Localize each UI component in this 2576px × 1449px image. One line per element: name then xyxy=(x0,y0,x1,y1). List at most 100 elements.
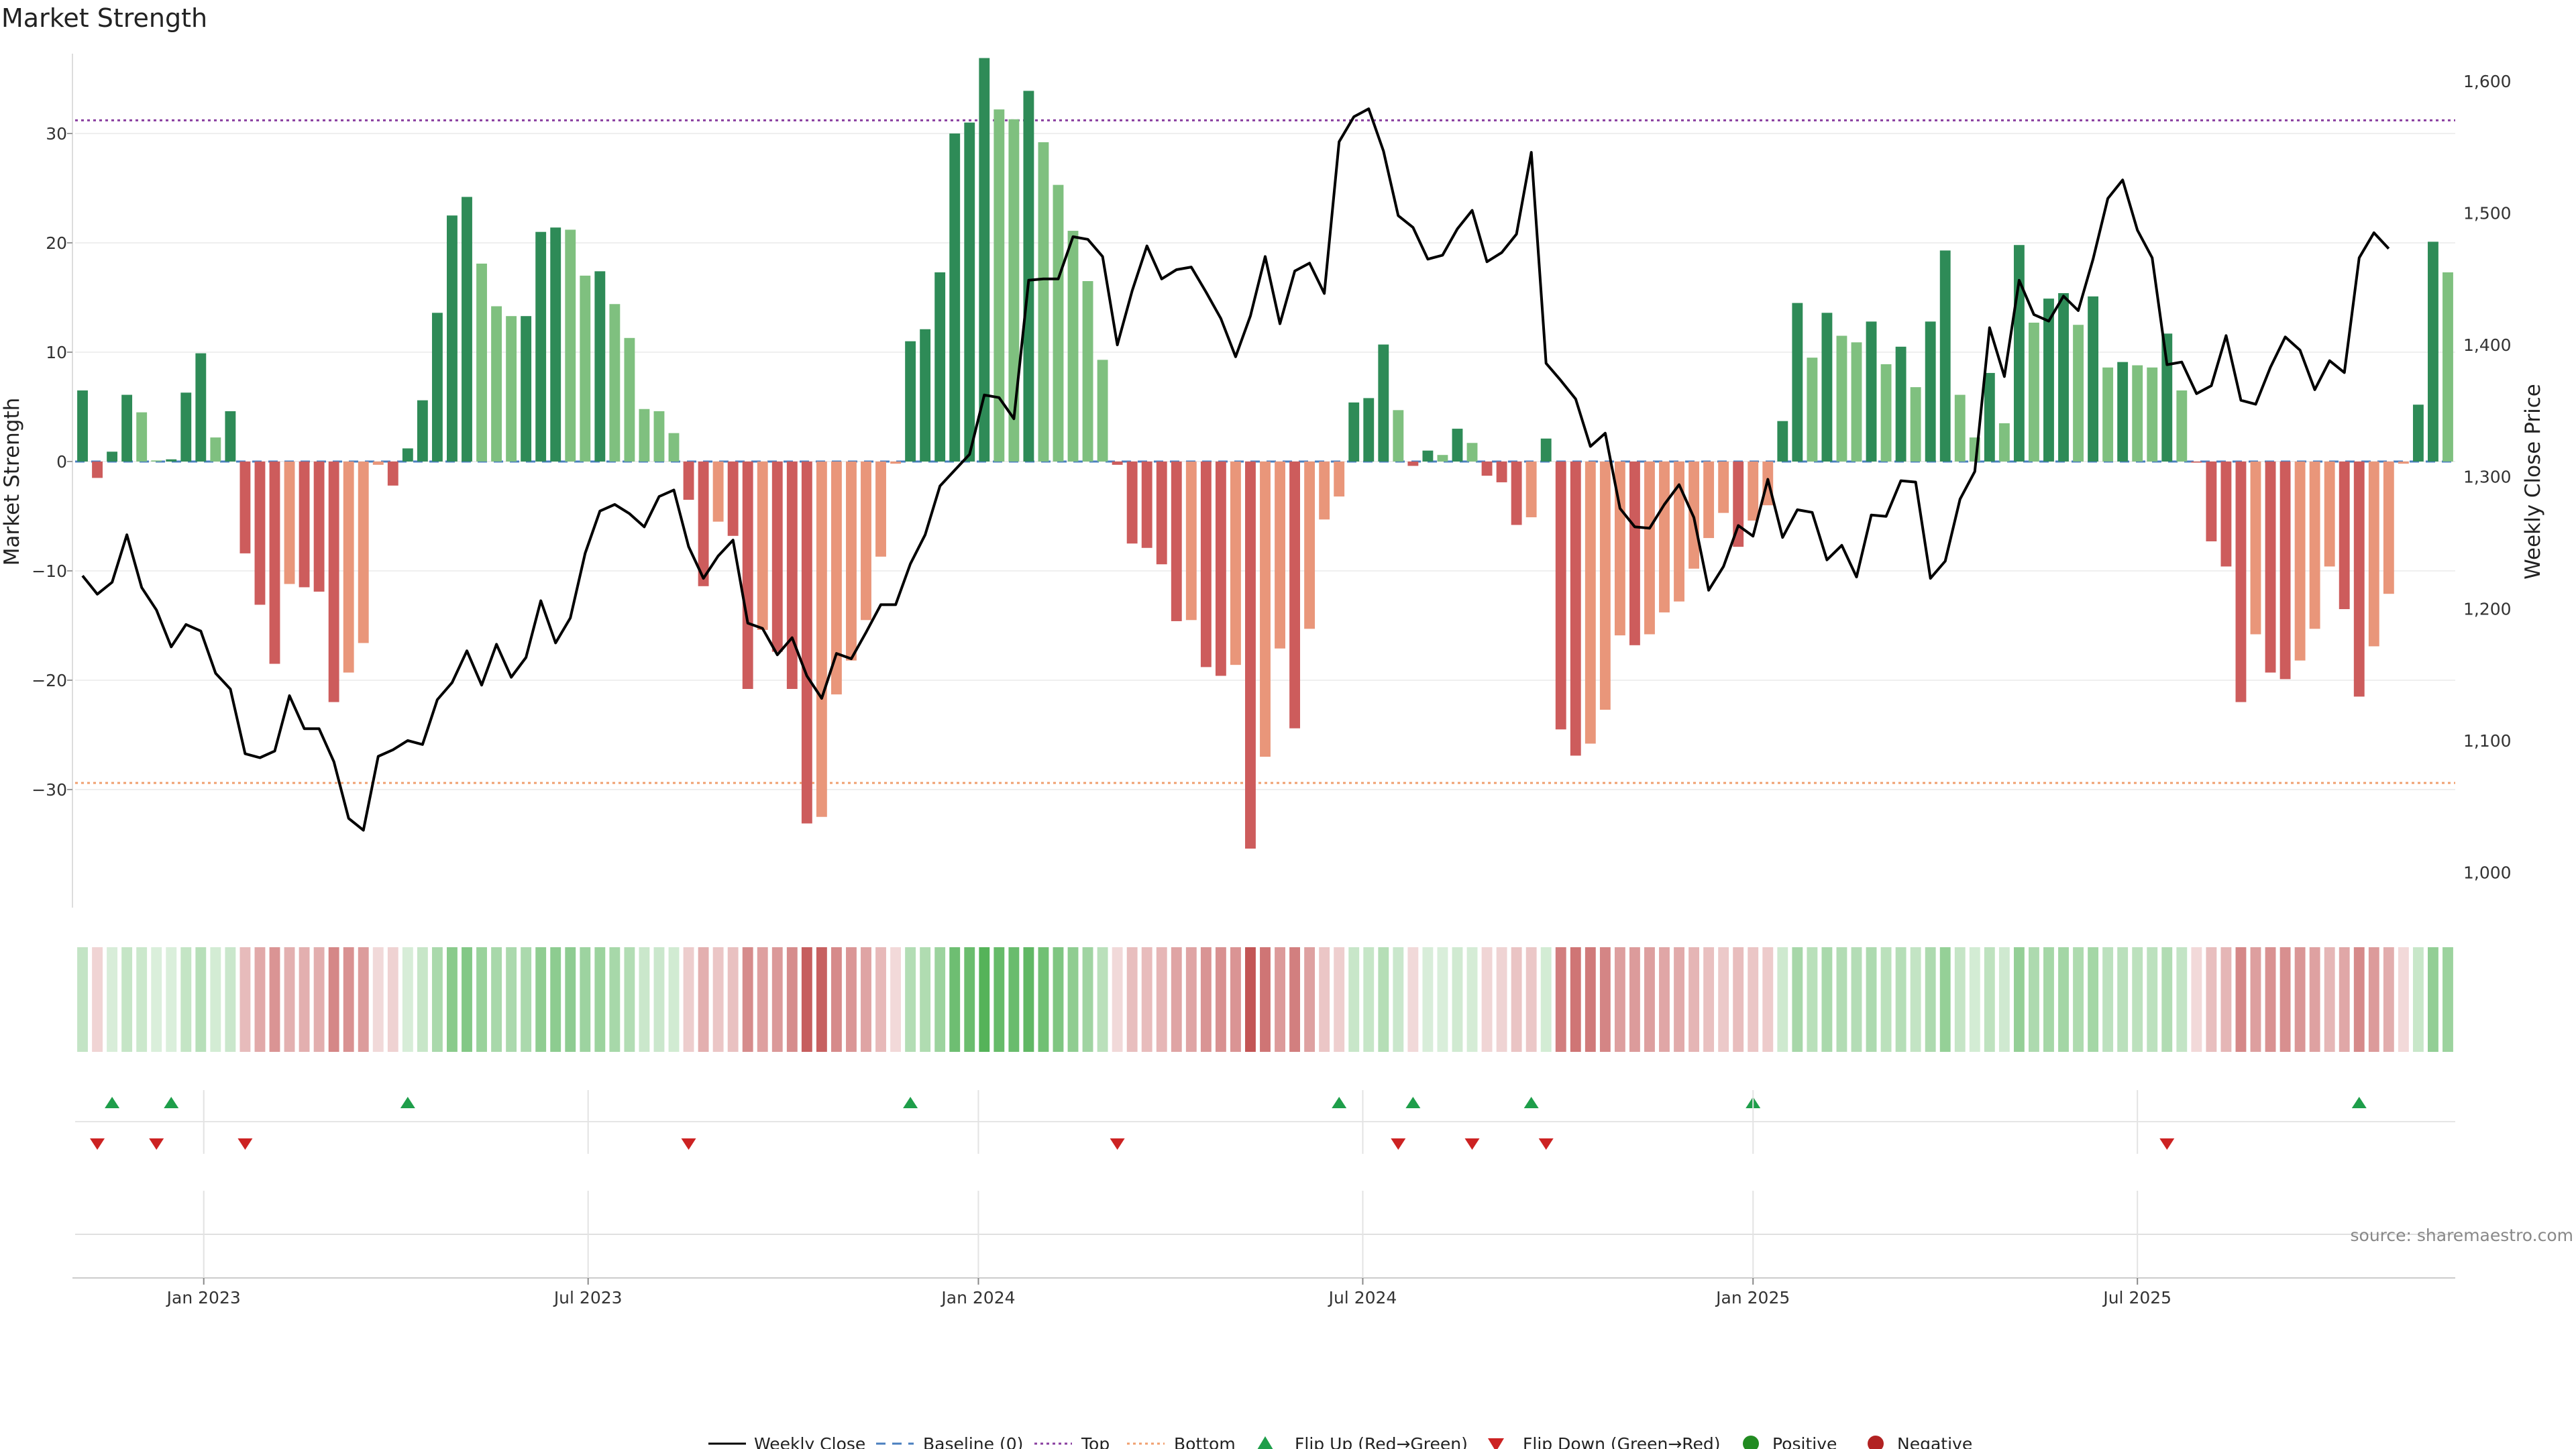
heat-cell xyxy=(506,947,517,1052)
y-left-tick-label: 0 xyxy=(56,452,67,472)
strength-bar xyxy=(2220,461,2232,567)
heat-cell xyxy=(757,947,768,1052)
heat-cell xyxy=(225,947,236,1052)
strength-bar xyxy=(506,316,517,462)
heat-cell xyxy=(1112,947,1123,1052)
flip-up-marker xyxy=(903,1097,918,1108)
strength-bar xyxy=(580,275,591,462)
heat-cell xyxy=(1215,947,1226,1052)
heat-cell xyxy=(151,947,162,1052)
heat-cell xyxy=(1807,947,1818,1052)
strength-bar xyxy=(2191,461,2202,463)
heat-cell xyxy=(2353,947,2365,1052)
strength-bar xyxy=(136,412,148,462)
heat-cell xyxy=(727,947,739,1052)
heat-cell xyxy=(994,947,1005,1052)
heat-cell xyxy=(1511,947,1522,1052)
strength-bar xyxy=(1126,461,1138,544)
strength-bar xyxy=(624,337,635,462)
strength-bar xyxy=(2117,362,2129,462)
strength-bar xyxy=(594,271,606,462)
strength-bar xyxy=(771,461,783,652)
strength-bar xyxy=(121,394,133,462)
strength-bar xyxy=(77,390,88,462)
legend: Weekly Close Baseline (0) Top Bottom Fli… xyxy=(708,1434,1972,1449)
strength-bar xyxy=(195,353,207,462)
strength-bar xyxy=(1496,461,1507,482)
y-left-tick-label: −30 xyxy=(32,780,67,800)
strength-bar xyxy=(1200,461,1212,667)
strength-bar xyxy=(2176,390,2188,462)
strength-bar xyxy=(343,461,354,673)
strength-bar xyxy=(2443,272,2453,462)
heat-cell xyxy=(712,947,724,1052)
strength-bar xyxy=(1378,344,1389,462)
heat-cell xyxy=(1141,947,1152,1052)
heat-cell xyxy=(2220,947,2232,1052)
heat-cell xyxy=(1023,947,1034,1052)
heat-cell xyxy=(1718,947,1729,1052)
heat-cell xyxy=(1614,947,1625,1052)
heat-cell xyxy=(2058,947,2069,1052)
strength-bar xyxy=(1998,423,2010,462)
strength-bar xyxy=(2043,299,2054,462)
heat-cell xyxy=(2191,947,2202,1052)
flip-down-marker xyxy=(1538,1138,1554,1150)
heat-cell xyxy=(1895,947,1907,1052)
heat-cell xyxy=(2294,947,2306,1052)
heat-cell xyxy=(1599,947,1611,1052)
strength-bar xyxy=(2058,292,2069,462)
strength-bar xyxy=(1733,461,1744,547)
strength-bar xyxy=(786,461,798,690)
strength-bar xyxy=(565,229,576,462)
strength-bar xyxy=(1910,387,1921,462)
axis-ticks: 30 20 10 0 −10 −20 −30 1,600 1,500 1,400 1,300 1,20… xyxy=(32,72,2511,883)
legend-positive-icon xyxy=(1743,1436,1759,1449)
strength-bar xyxy=(846,461,857,661)
strength-bar xyxy=(2029,322,2039,462)
heat-cell xyxy=(1954,947,1966,1052)
legend-flip-down: Flip Down (Green→Red) xyxy=(1523,1434,1721,1449)
heat-cell xyxy=(2383,947,2394,1052)
strength-bar xyxy=(1466,443,1478,462)
strength-bar xyxy=(1659,461,1670,612)
heat-cell xyxy=(431,947,443,1052)
heat-cell xyxy=(1998,947,2010,1052)
heat-cell xyxy=(2206,947,2217,1052)
x-tick-label: Jan 2024 xyxy=(940,1288,1015,1307)
strength-bar xyxy=(2412,405,2424,462)
strength-bar xyxy=(1008,119,1020,462)
strength-bar xyxy=(1245,461,1256,849)
strength-bar xyxy=(92,461,103,478)
flip-down-marker xyxy=(237,1138,253,1150)
strength-bar xyxy=(2383,461,2394,594)
heat-cell xyxy=(1452,947,1463,1052)
strength-bar xyxy=(698,461,709,586)
x-tick-label: Jan 2025 xyxy=(1715,1288,1790,1307)
strength-bar xyxy=(1289,461,1301,729)
heat-cell xyxy=(949,947,961,1052)
strength-bar xyxy=(979,58,990,462)
heat-cell xyxy=(1555,947,1566,1052)
heat-cell xyxy=(1910,947,1921,1052)
heat-cell xyxy=(328,947,339,1052)
strength-bar xyxy=(712,461,724,522)
heat-cell xyxy=(1275,947,1285,1052)
flip-down-marker xyxy=(2159,1138,2175,1150)
strength-bar xyxy=(668,433,680,462)
strength-bar xyxy=(299,461,310,588)
strength-bar xyxy=(1112,461,1123,465)
source-note: source: sharemaestro.com xyxy=(2351,1226,2574,1245)
strength-bar xyxy=(2265,461,2276,673)
heat-cell xyxy=(313,947,325,1052)
y-right-tick-label: 1,300 xyxy=(2463,468,2512,487)
strength-bar xyxy=(2353,461,2365,697)
heat-cell xyxy=(1570,947,1581,1052)
strength-bar xyxy=(875,461,886,557)
strength-bar xyxy=(1777,421,1788,462)
heat-cell xyxy=(1777,947,1788,1052)
strength-bar xyxy=(2013,245,2025,462)
heat-cell xyxy=(846,947,857,1052)
strength-bar xyxy=(727,461,739,536)
